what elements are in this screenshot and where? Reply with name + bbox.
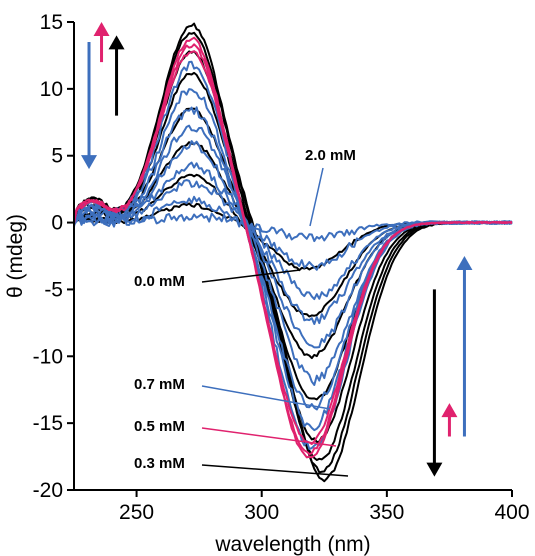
arrow-blue-down: [81, 42, 98, 170]
y-tick-label: -15: [33, 412, 63, 435]
annotation-blue: 0.7 mM: [134, 376, 331, 410]
annotation-label: 0.7 mM: [134, 376, 185, 393]
annotation-label: 0.5 mM: [134, 418, 185, 435]
x-tick-label: 400: [494, 501, 529, 524]
arrow-blue-up: [456, 256, 473, 437]
y-tick-label: -10: [33, 345, 63, 368]
y-tick-label: -5: [44, 278, 63, 301]
x-tick-label: 250: [119, 501, 154, 524]
annotation-layer: 2.0 mM 0.0 mM 0.7 mM 0.5 mM 0.3 mM: [134, 147, 356, 477]
arrow-black-up: [108, 35, 125, 116]
annotation-black: 0.3 mM: [134, 455, 349, 477]
annotation-label: 2.0 mM: [305, 147, 356, 164]
y-axis-title: θ (mdeg): [4, 214, 27, 298]
y-tick-label: -20: [33, 479, 63, 502]
annotation-pink: 0.5 mM: [134, 418, 337, 447]
annotation-blue: 2.0 mM: [305, 147, 356, 227]
x-axis-title: wavelength (nm): [214, 533, 370, 556]
series-line-pink: [73, 36, 513, 459]
plot-area: 2.0 mM 0.0 mM 0.7 mM 0.5 mM 0.3 mM: [73, 22, 513, 483]
annotation-label: 0.3 mM: [134, 455, 185, 472]
y-tick-label: 5: [51, 145, 63, 168]
y-tick-label: 15: [40, 11, 63, 34]
series-line-blue: [73, 140, 513, 349]
y-tick-label: 0: [51, 212, 63, 235]
series-line-blue: [73, 212, 513, 243]
annotation-black: 0.0 mM: [134, 269, 301, 290]
series-line-blue: [73, 124, 513, 386]
arrow-pink-up: [441, 403, 458, 437]
arrow-black-down: [426, 289, 443, 477]
series-line-black: [73, 31, 513, 474]
x-axis-ticks: 250 300 350 400: [119, 490, 530, 524]
y-tick-label: 10: [40, 78, 63, 101]
annotation-label: 0.0 mM: [134, 273, 185, 290]
x-tick-label: 300: [244, 501, 279, 524]
series-line-black: [73, 173, 513, 318]
arrow-pink-up: [93, 22, 110, 63]
series-layer: [73, 22, 513, 483]
x-tick-label: 350: [369, 501, 404, 524]
y-axis-ticks: 15 10 5 0 -5 -10 -15 -20: [33, 11, 74, 502]
arrow-layer: [81, 22, 473, 477]
